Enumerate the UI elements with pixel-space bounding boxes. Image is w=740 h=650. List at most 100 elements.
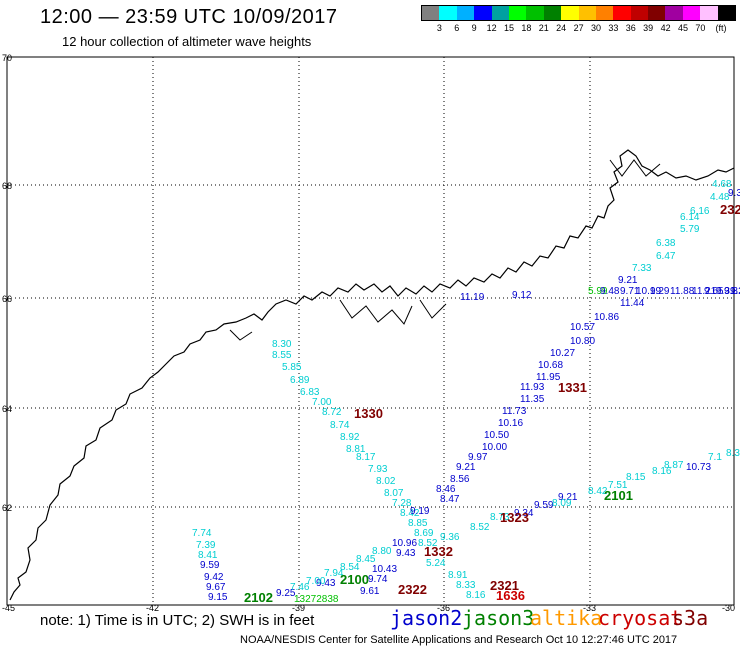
legend-swatch [717,6,736,20]
legend-tick: 6 [454,23,460,33]
wave-height-label: 11.95 [536,372,561,383]
legend-tick: 36 [625,23,636,33]
wave-height-label: 5.85 [282,362,302,373]
wave-height-label: 8.33 [456,580,476,591]
legend-swatches [421,5,737,21]
wave-height-label: 6.16 [690,206,710,217]
wave-height-label: 9.12 [512,290,532,301]
wave-height-label: 2101 [604,488,633,503]
legend-tick: 15 [503,23,515,33]
wave-height-label: 9.67 [206,582,226,593]
graticule [7,57,734,605]
wave-height-label: 7.94 [324,568,344,579]
footer-credit: NOAA/NESDIS Center for Satellite Applica… [240,634,678,646]
wave-height-label: 9.65 [704,286,724,297]
lat-label: 68 [2,181,12,191]
wave-height-label: 9.59 [200,560,220,571]
lat-label: 64 [2,404,12,414]
legend-tick: 30 [590,23,602,33]
wave-height-label: 7.39 [196,540,216,551]
wave-height-label: 5.79 [680,224,700,235]
lat-label: 70 [2,53,12,63]
wave-height-label: 8.81 [346,444,366,455]
wave-height-label: 8.45 [356,554,376,565]
wave-height-label: 8.55 [272,350,292,361]
wave-height-label: 10.73 [686,462,711,473]
wave-height-label: 4.48 [710,192,730,203]
wave-height-label: 8.42 [588,486,608,497]
wave-height-label: 13272838 [294,594,339,605]
wave-height-label: 10.19 [636,286,661,297]
lat-label: 62 [2,503,12,513]
legend-tick: 9 [471,23,477,33]
wave-height-label: 10.57 [570,322,595,333]
wave-height-label: 7.33 [632,263,652,274]
wave-height-label: 8.47 [440,494,460,505]
wave-height-label: 10.43 [372,564,397,575]
wave-height-label: 9.61 [360,586,380,597]
wave-height-label: 8.30 [272,339,292,350]
wave-height-label: 11.73 [502,406,527,417]
wave-height-label: 11.88 [670,286,695,297]
wave-height-label: 8.16 [466,590,486,601]
legend-swatch [595,6,614,20]
legend-tick: 45 [677,23,689,33]
wave-height-label: 9.19 [410,506,430,517]
satellite-jason3: jason3 [462,606,535,630]
legend-tick: 39 [643,23,654,33]
wave-height-label: 9.15 [208,592,228,603]
wave-height-label: 9.31 [730,286,740,297]
wave-height-label: 2100 [340,572,369,587]
legend-tick: 3 [436,23,442,33]
wave-height-label: 5.99 [588,286,608,297]
wave-height-label: 4.68 [712,179,732,190]
lon-label: -30 [722,603,735,613]
wave-height-label: 1332 [424,544,453,559]
legend-tick: 42 [660,23,671,33]
wave-height-label: 8.54 [340,562,360,573]
wave-height-label: 9.31 [728,188,740,199]
wave-height-label: 8.52 [470,522,490,533]
wave-height-label: 6.83 [300,387,320,398]
legend-tick: 70 [695,23,706,33]
wave-height-label: 7.46 [290,582,310,593]
wave-height-label: 11.19 [460,292,485,303]
wave-height-label: 9.59 [534,500,554,511]
wave-height-label: 10.80 [570,336,595,347]
wave-height-label: 8.09 [552,498,572,509]
legend-tick: 27 [573,23,584,33]
wave-height-label: 8.73 [490,512,510,523]
wave-height-label: 6.38 [656,238,676,249]
wave-height-label: 11.44 [620,298,645,309]
lon-label: -42 [146,603,159,613]
coastline-detail [229,159,661,341]
wave-height-label: 8.85 [408,518,428,529]
wave-height-label: 7.1 [708,452,722,463]
wave-height-label: 7.28 [392,498,412,509]
satellite-cryosat: cryosat [598,606,683,630]
legend-tick-labels: 3 6 9 12 15 18 21 24 27 30 33 36 39 42 45 70 (ft) [421,21,736,33]
legend-swatch [422,6,440,20]
legend-tick: 21 [538,23,549,33]
legend-swatch [648,6,666,20]
wave-height-label: 1636 [496,588,525,603]
wave-height-label: 8.87 [664,460,684,471]
wave-height-label: 8.56 [450,474,470,485]
wave-height-label: 7.00 [312,397,332,408]
wave-height-label: 8.92 [340,432,360,443]
wave-height-label: 9.21 [618,275,638,286]
wave-height-label: 8.07 [384,488,404,499]
lon-label: -33 [583,603,596,613]
wave-height-label: 11.21 [692,286,717,297]
wave-height-label: 10.68 [538,360,563,371]
legend-tick: 12 [486,23,497,33]
wave-height-label: 9.48 [600,286,620,297]
wave-height-label: 10.16 [498,418,523,429]
wave-height-label: 8.15 [626,472,646,483]
legend-swatch [508,6,527,20]
wave-height-label: 8.91 [448,570,468,581]
legend-swatch [630,6,649,20]
legend-swatch [561,6,579,20]
legend-swatch [456,6,475,20]
